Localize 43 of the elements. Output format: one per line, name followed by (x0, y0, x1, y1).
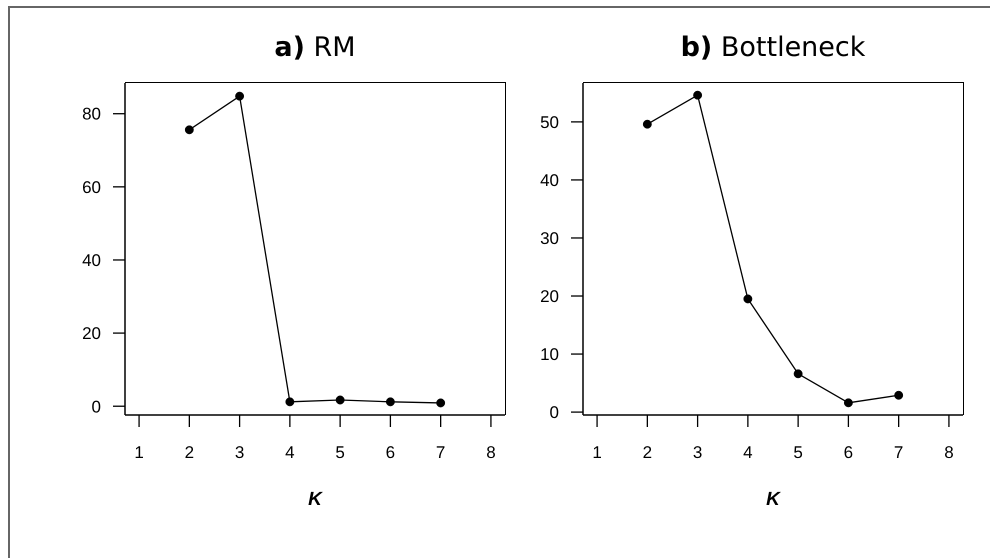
chart-title: a) RM (274, 32, 356, 63)
x-tick-label: 1 (134, 443, 144, 462)
x-tick-label: 7 (894, 443, 904, 462)
x-tick-label: 4 (743, 443, 753, 462)
y-tick-label: 20 (82, 324, 101, 344)
x-tick-label: 5 (335, 443, 345, 462)
x-tick-label: 5 (793, 443, 803, 462)
y-tick-label: 40 (82, 251, 101, 270)
y-tick-label: 80 (82, 104, 101, 124)
x-axis-title: K (765, 489, 782, 511)
point (436, 398, 446, 408)
point (184, 125, 194, 134)
x-tick-label: 7 (436, 443, 446, 462)
point (743, 294, 752, 304)
x-tick-label: 6 (844, 443, 854, 462)
x-tick-label: 1 (592, 443, 602, 462)
x-tick-label: 2 (642, 443, 652, 462)
point (235, 92, 244, 101)
x-tick-label: 8 (944, 443, 954, 462)
chart-title: b) Bottleneck (680, 32, 866, 63)
x-tick-label: 3 (692, 443, 702, 462)
y-tick-label: 40 (540, 170, 559, 190)
point (642, 120, 652, 129)
y-tick-label: 10 (540, 345, 559, 364)
x-tick-label: 2 (184, 443, 194, 462)
point (336, 396, 345, 404)
point (285, 397, 294, 406)
x-axis-title: K (307, 489, 324, 511)
point (386, 397, 395, 406)
point (794, 369, 803, 378)
y-tick-label: 0 (550, 403, 559, 422)
point (844, 398, 853, 408)
x-tick-label: 8 (486, 443, 496, 462)
x-tick-label: 6 (386, 443, 396, 462)
point (894, 390, 904, 400)
y-tick-label: 20 (540, 287, 559, 306)
y-tick-label: 50 (540, 112, 559, 132)
y-tick-label: 60 (82, 178, 101, 197)
point (693, 90, 702, 100)
x-tick-label: 3 (234, 443, 244, 462)
y-tick-label: 30 (540, 229, 559, 248)
x-tick-label: 4 (285, 443, 295, 462)
y-tick-label: 0 (92, 397, 101, 416)
